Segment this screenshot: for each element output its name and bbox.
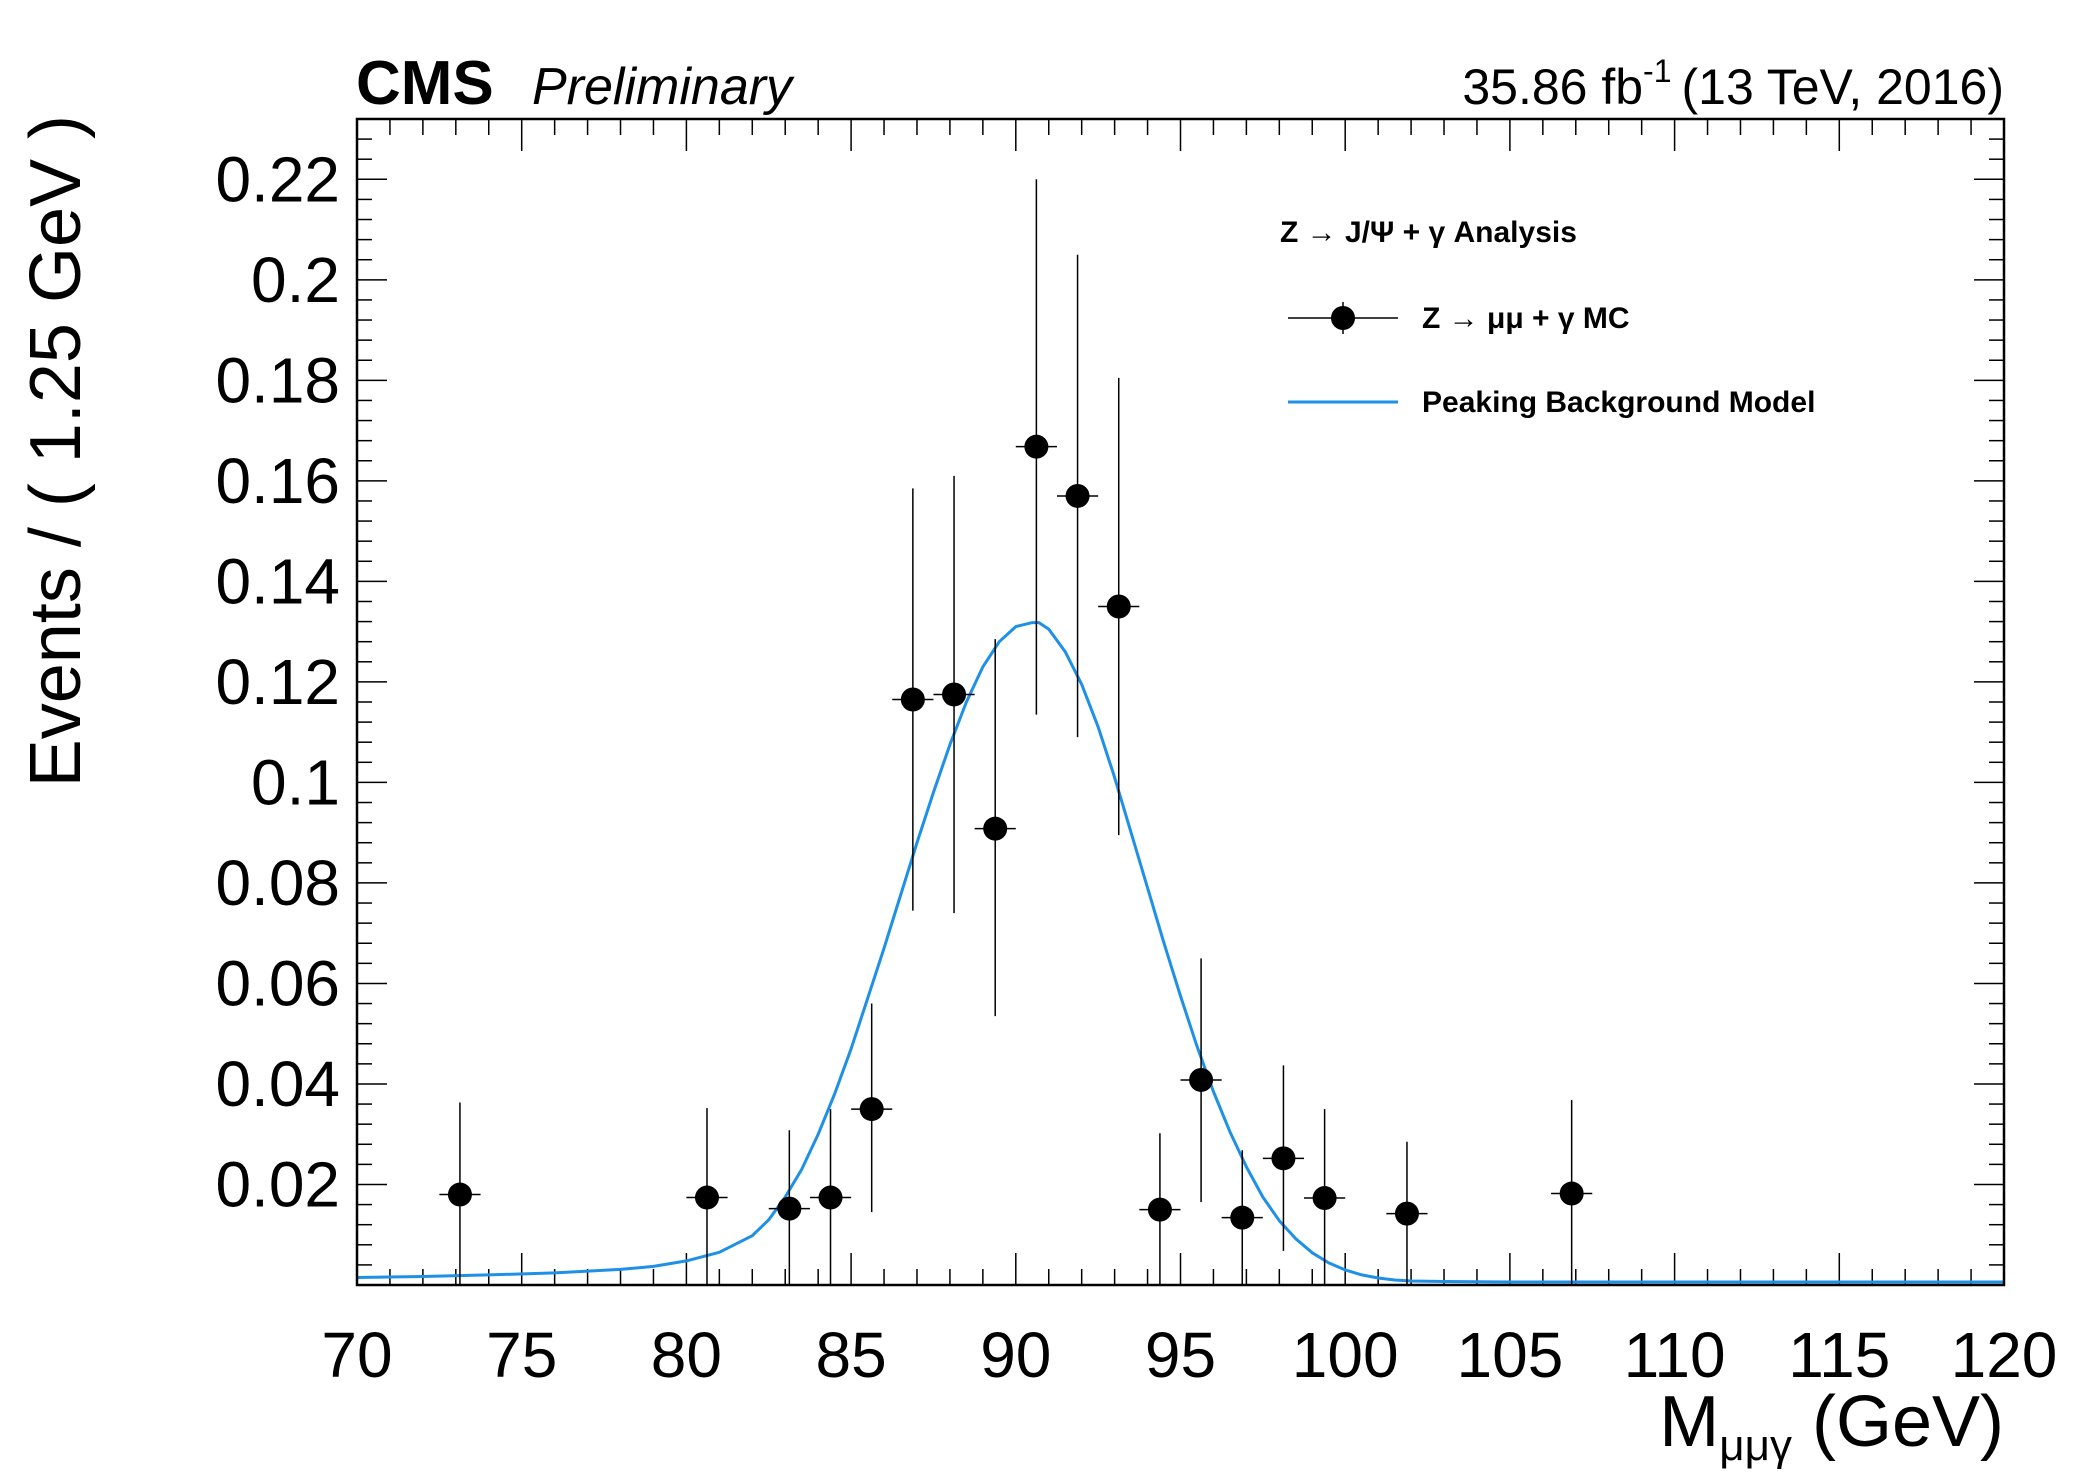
point-8-marker bbox=[1024, 434, 1049, 459]
point-12-marker bbox=[1189, 1067, 1214, 1092]
data-point-12 bbox=[1180, 958, 1222, 1203]
point-3-marker bbox=[818, 1185, 843, 1210]
legend-entry-mc: Z → μμ + γ MC bbox=[1288, 302, 1630, 335]
x-axis-title: Mμμγ (GeV) bbox=[1659, 1382, 2004, 1470]
x-tick-labels: 70 75 80 85 90 95 100 105 110 115 120 bbox=[321, 1319, 2057, 1391]
y-tick-label-0.02: 0.02 bbox=[215, 1148, 340, 1220]
status-label: Preliminary bbox=[532, 58, 795, 116]
data-point-6 bbox=[933, 475, 975, 914]
x-tick-label-120: 120 bbox=[1951, 1319, 2058, 1391]
point-13-marker bbox=[1230, 1205, 1255, 1230]
y-tick-label-0.12: 0.12 bbox=[215, 646, 340, 718]
data-point-0 bbox=[439, 1102, 481, 1285]
minor-ticks bbox=[357, 118, 2004, 1286]
y-tick-label-0.14: 0.14 bbox=[215, 545, 340, 617]
legend: Z → J/Ψ + γ Analysis Z → μμ + γ MC Peaki… bbox=[1280, 216, 1815, 419]
data-point-11 bbox=[1139, 1133, 1181, 1285]
x-tick-label-85: 85 bbox=[816, 1319, 887, 1391]
x-axis-title-main: M bbox=[1659, 1382, 1719, 1462]
y-tick-label-0.16: 0.16 bbox=[215, 445, 340, 517]
energy-label: (13 TeV, 2016) bbox=[1682, 59, 2005, 115]
data-point-8 bbox=[1015, 179, 1057, 715]
x-axis-title-unit: (GeV) bbox=[1792, 1382, 2004, 1462]
points-layer bbox=[439, 179, 1593, 1285]
data-point-15 bbox=[1304, 1109, 1346, 1285]
point-11-marker bbox=[1147, 1197, 1172, 1222]
y-axis-title: Events / ( 1.25 GeV ) bbox=[16, 115, 96, 787]
point-0-marker bbox=[447, 1182, 472, 1207]
data-point-2 bbox=[768, 1130, 810, 1285]
point-14-marker bbox=[1271, 1146, 1296, 1171]
point-9-marker bbox=[1065, 483, 1090, 508]
data-point-17 bbox=[1551, 1100, 1593, 1285]
data-point-1 bbox=[686, 1108, 728, 1285]
legend-entry-model: Peaking Background Model bbox=[1288, 386, 1815, 419]
data-point-5 bbox=[892, 488, 934, 911]
data-point-16 bbox=[1386, 1141, 1428, 1285]
x-tick-label-105: 105 bbox=[1457, 1319, 1564, 1391]
y-tick-label-0.2: 0.2 bbox=[251, 244, 340, 316]
lumi-value: 35.86 fb bbox=[1462, 59, 1643, 115]
legend-mc-label: Z → μμ + γ MC bbox=[1422, 302, 1630, 335]
y-tick-label-0.04: 0.04 bbox=[215, 1048, 340, 1120]
point-17-marker bbox=[1559, 1181, 1584, 1206]
model-layer bbox=[356, 621, 2004, 1284]
point-15-marker bbox=[1312, 1186, 1337, 1211]
data-point-13 bbox=[1221, 1150, 1263, 1285]
x-tick-label-95: 95 bbox=[1145, 1319, 1216, 1391]
point-1-marker bbox=[694, 1185, 719, 1210]
y-tick-label-0.22: 0.22 bbox=[215, 143, 340, 215]
x-tick-label-80: 80 bbox=[651, 1319, 722, 1391]
x-tick-label-110: 110 bbox=[1624, 1319, 1726, 1391]
data-point-14 bbox=[1262, 1065, 1305, 1251]
legend-title: Z → J/Ψ + γ Analysis bbox=[1280, 216, 1577, 249]
point-4-marker bbox=[859, 1097, 884, 1122]
lumi-superscript: -1 bbox=[1643, 53, 1671, 89]
point-16-marker bbox=[1394, 1201, 1419, 1226]
plot-frame bbox=[355, 117, 2006, 1287]
point-6-marker bbox=[942, 682, 967, 707]
x-tick-label-75: 75 bbox=[486, 1319, 557, 1391]
x-tick-label-115: 115 bbox=[1788, 1319, 1890, 1391]
x-tick-label-90: 90 bbox=[980, 1319, 1051, 1391]
luminosity-label: 35.86 fb-1 (13 TeV, 2016) bbox=[1462, 53, 2004, 115]
data-point-9 bbox=[1056, 254, 1099, 738]
x-axis-title-sub: μμγ bbox=[1719, 1421, 1792, 1470]
x-tick-label-70: 70 bbox=[321, 1319, 392, 1391]
model-line bbox=[356, 621, 2004, 1284]
data-point-7 bbox=[974, 639, 1016, 1017]
y-tick-label-0.08: 0.08 bbox=[215, 847, 340, 919]
data-point-10 bbox=[1098, 377, 1140, 836]
point-7-marker bbox=[983, 816, 1008, 841]
legend-mc-marker bbox=[1331, 306, 1355, 330]
y-tick-labels: 0.02 0.04 0.06 0.08 0.1 0.12 0.14 0.16 0.18 0.2 0.… bbox=[215, 143, 340, 1220]
x-tick-label-100: 100 bbox=[1292, 1319, 1399, 1391]
legend-model-label: Peaking Background Model bbox=[1422, 386, 1815, 419]
y-tick-label-0.18: 0.18 bbox=[215, 344, 340, 416]
y-tick-label-0.1: 0.1 bbox=[251, 746, 340, 818]
experiment-label: CMS bbox=[356, 49, 494, 118]
y-tick-label-0.06: 0.06 bbox=[215, 947, 340, 1019]
point-2-marker bbox=[777, 1196, 802, 1221]
data-point-4 bbox=[851, 1003, 893, 1213]
point-10-marker bbox=[1106, 594, 1131, 619]
data-point-3 bbox=[809, 1109, 852, 1285]
point-5-marker bbox=[900, 687, 925, 712]
